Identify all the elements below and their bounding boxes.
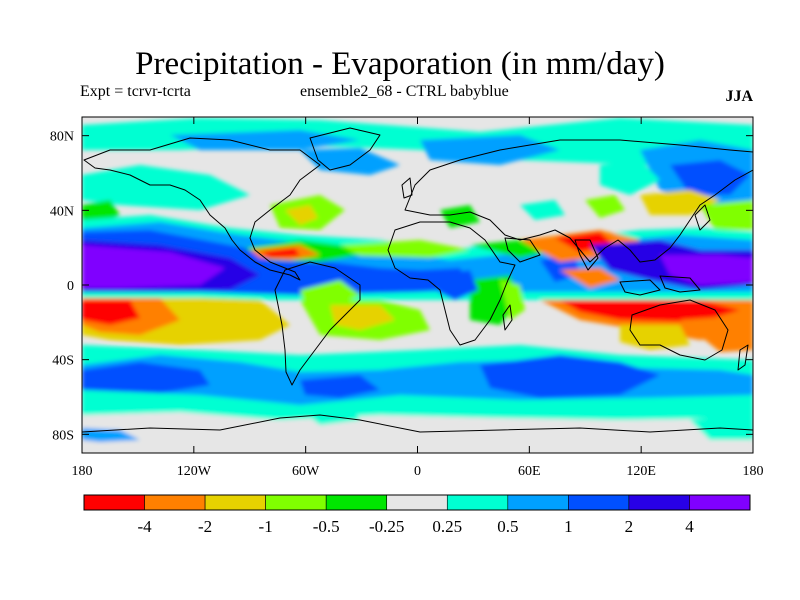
colorbar-swatch	[446, 494, 509, 511]
colorbar-label: 1	[564, 517, 573, 536]
colorbar-label: 4	[685, 517, 694, 536]
colorbar-label: 0.5	[497, 517, 518, 536]
colorbar: -4 -2 -1 -0.5 -0.25 0.25 0.5 1 2 4	[83, 494, 751, 536]
lon-label: 180	[743, 464, 764, 479]
colorbar-swatch	[265, 494, 327, 511]
lon-label: 120E	[626, 464, 656, 479]
colorbar-swatch	[628, 494, 690, 511]
colorbar-label: 2	[625, 517, 634, 536]
colorbar-label: -0.5	[313, 517, 340, 536]
lon-label: 180	[72, 464, 93, 479]
coastlines	[82, 127, 753, 433]
colorbar-swatch	[568, 494, 630, 511]
lat-label: 0	[67, 279, 74, 294]
colorbar-label: -2	[198, 517, 212, 536]
lon-label: 0	[414, 464, 421, 479]
lat-label: 80S	[52, 428, 74, 443]
colorbar-label: 0.25	[432, 517, 462, 536]
colorbar-swatch	[507, 494, 569, 511]
lat-label: 40N	[50, 204, 74, 219]
ensemble-label: ensemble2_68 - CTRL babyblue	[300, 83, 509, 100]
precip-evap-field	[82, 117, 753, 453]
colorbar-frame	[83, 494, 751, 511]
colorbar-swatch	[689, 494, 751, 511]
colorbar-label: -0.25	[369, 517, 404, 536]
lon-label: 60E	[518, 464, 541, 479]
colorbar-swatch	[204, 494, 266, 511]
colorbar-swatch	[83, 494, 145, 511]
colorbar-label: -4	[137, 517, 152, 536]
colorbar-swatch	[144, 494, 206, 511]
longitude-axis: 180 120W 60W 0 60E 120E 180	[72, 117, 764, 479]
colorbar-swatch	[386, 494, 448, 511]
lon-label: 60W	[292, 464, 320, 479]
lat-label: 80N	[50, 130, 74, 145]
season-label: JJA	[725, 88, 753, 105]
lat-label: 40S	[52, 354, 74, 369]
experiment-label: Expt = tcrvr-tcrta	[80, 83, 191, 100]
figure-title: Precipitation - Evaporation (in mm/day)	[135, 46, 665, 82]
lon-label: 120W	[177, 464, 212, 479]
colorbar-swatch	[325, 494, 388, 511]
latitude-axis: 80N 40N 0 40S 80S	[50, 130, 753, 443]
colorbar-label: -1	[259, 517, 273, 536]
